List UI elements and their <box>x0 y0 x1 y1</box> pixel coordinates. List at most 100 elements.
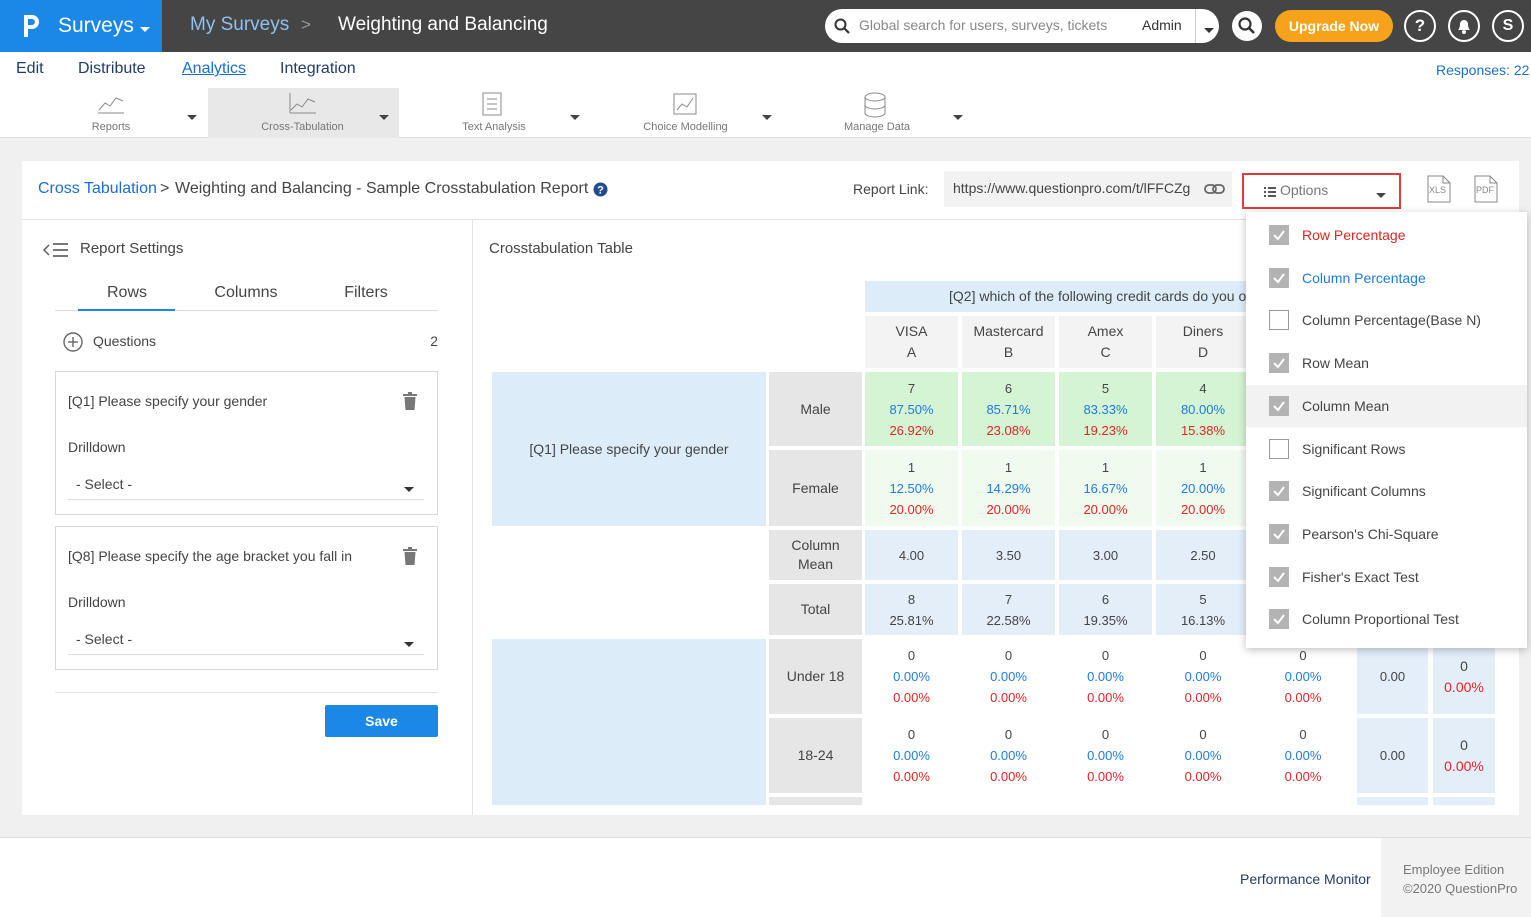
data-cell: 00.00%0.00% <box>1059 639 1152 714</box>
cell-value: 0.00% <box>990 687 1027 708</box>
options-item[interactable]: Column Percentage(Base N) <box>1246 299 1527 341</box>
options-item[interactable]: Column Percentage <box>1246 257 1527 299</box>
cell-value: 20.00% <box>889 499 933 520</box>
options-item[interactable]: Column Mean <box>1246 385 1527 427</box>
cell-value: 0.00% <box>1087 745 1124 766</box>
options-item-label: Row Mean <box>1302 355 1369 371</box>
footer-box <box>1381 838 1531 917</box>
cell-value: 0.00% <box>1087 687 1124 708</box>
data-cell: 00.00%0.00% <box>1253 639 1353 714</box>
cell-value: 0.00% <box>1285 687 1322 708</box>
cell-value: 87.50% <box>889 399 933 420</box>
cell-value: 0 <box>1005 724 1012 745</box>
column-letter: C <box>1100 342 1110 363</box>
data-cell: 00.00%0.00% <box>1156 718 1250 793</box>
data-cell: 120.00%20.00% <box>1156 450 1250 526</box>
checkbox-checked <box>1269 524 1289 549</box>
cell-value: 0.00% <box>990 745 1027 766</box>
options-item[interactable]: Row Percentage <box>1246 214 1527 256</box>
cell-value: 0 <box>1005 645 1012 666</box>
cell-value: 0.00% <box>1444 677 1484 698</box>
options-item[interactable]: Significant Columns <box>1246 470 1527 512</box>
row-group-cell: [Q1] Please specify your gender <box>492 372 766 526</box>
checkbox-checked <box>1269 268 1289 293</box>
cell-value: 83.33% <box>1083 399 1127 420</box>
data-cell: 00.00%0.00% <box>1253 718 1353 793</box>
data-cell: 00.00%0.00% <box>962 718 1055 793</box>
options-item-label: Column Percentage(Base N) <box>1302 312 1481 328</box>
cell-value: 0.00% <box>893 745 930 766</box>
data-cell: 00.00%0.00% <box>1059 718 1152 793</box>
cell-value: 0 <box>1199 724 1206 745</box>
cell-value: 0.00% <box>1444 756 1484 777</box>
data-cell: 0.00 <box>1357 718 1428 793</box>
cell-value: 0.00% <box>1185 687 1222 708</box>
options-menu: Row Percentage Column Percentage Column Pe… <box>1246 212 1527 648</box>
options-item[interactable]: Pearson's Chi-Square <box>1246 513 1527 555</box>
cell-value: 85.71% <box>986 399 1030 420</box>
cell-value: 0.00% <box>1285 745 1322 766</box>
cell-value: 20.00% <box>1083 499 1127 520</box>
row-label: Female <box>792 479 839 498</box>
cell-value: 0 <box>1460 735 1468 756</box>
cell-value: 0 <box>1299 645 1306 666</box>
row-group-cell <box>492 530 766 635</box>
cell-value: 6 <box>1005 378 1012 399</box>
cell-value: 23.08% <box>986 420 1030 441</box>
cell-value: 2.50 <box>1190 545 1215 566</box>
cell-value: 1 <box>1102 457 1109 478</box>
cell-value: 25.81% <box>889 610 933 631</box>
cell-value: 7 <box>1005 589 1012 610</box>
checkbox-checked <box>1269 609 1289 634</box>
options-item-label: Significant Rows <box>1302 441 1406 457</box>
row-label: Total <box>801 600 831 619</box>
data-cell: 3.00 <box>1059 530 1152 580</box>
cell-value: 1 <box>1199 457 1206 478</box>
cell-value: 0 <box>908 645 915 666</box>
options-item[interactable]: Significant Rows <box>1246 428 1527 470</box>
data-cell: 685.71%23.08% <box>962 372 1055 446</box>
column-name: Diners <box>1183 321 1223 342</box>
data-cell: 00.00%0.00% <box>865 639 958 714</box>
data-cell: 00.00% <box>1433 639 1495 714</box>
column-header-cell: MastercardB <box>962 316 1055 368</box>
cell-value: 8 <box>908 589 915 610</box>
row-label: 18-24 <box>798 746 834 765</box>
options-item[interactable]: Row Mean <box>1246 342 1527 384</box>
checkbox-checked <box>1269 225 1289 250</box>
data-cell: 3.50 <box>962 530 1055 580</box>
cell-value: 19.35% <box>1083 610 1127 631</box>
options-item-label: Column Mean <box>1302 398 1389 414</box>
column-letter: A <box>907 342 916 363</box>
data-cell: 787.50%26.92% <box>865 372 958 446</box>
cell-value: 0 <box>1460 656 1468 677</box>
cell-value: 0.00% <box>1285 666 1322 687</box>
data-cell: 516.13% <box>1156 584 1250 635</box>
cell-value: 22.58% <box>986 610 1030 631</box>
options-item-label: Column Percentage <box>1302 270 1426 286</box>
options-item[interactable]: Fisher's Exact Test <box>1246 556 1527 598</box>
cell-value: 0.00% <box>1185 666 1222 687</box>
cell-value: 0 <box>1199 645 1206 666</box>
cell-value: 6 <box>1102 589 1109 610</box>
cell-value: 19.23% <box>1083 420 1127 441</box>
checkbox-checked-glyph <box>1269 225 1289 245</box>
cell-value: 4.00 <box>899 545 924 566</box>
cell-value: 26.92% <box>889 420 933 441</box>
cell-value: 0.00 <box>1380 745 1405 766</box>
data-cell <box>1357 797 1428 805</box>
checkbox-unchecked-glyph <box>1269 310 1289 330</box>
row-label-cell: Female <box>769 450 862 526</box>
column-question: [Q2] which of the following credit cards… <box>949 288 1246 304</box>
row-group-label: [Q1] Please specify your gender <box>529 439 728 460</box>
options-item-label: Pearson's Chi-Square <box>1302 526 1439 542</box>
column-header-cell: AmexC <box>1059 316 1152 368</box>
cell-value: 0.00% <box>1185 745 1222 766</box>
options-item[interactable]: Column Proportional Test <box>1246 598 1527 640</box>
checkbox-unchecked <box>1269 439 1289 464</box>
data-cell: 583.33%19.23% <box>1059 372 1152 446</box>
footer-link[interactable]: Performance Monitor <box>1240 871 1371 887</box>
column-name: VISA <box>896 321 928 342</box>
data-cell: 619.35% <box>1059 584 1152 635</box>
cell-value: 20.00% <box>986 499 1030 520</box>
